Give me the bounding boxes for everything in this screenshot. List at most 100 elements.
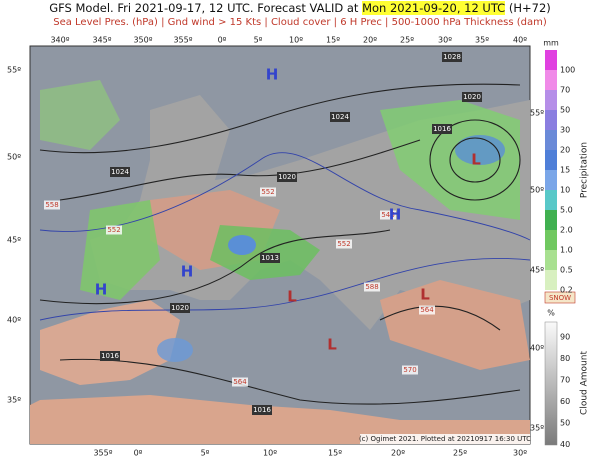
cloud-legend-label: 60 (560, 397, 570, 406)
latitude-label: 55º (7, 66, 21, 75)
heavy-precip (157, 338, 193, 362)
precip-legend-label: 2.0 (560, 226, 573, 235)
precip-color (545, 190, 557, 210)
longitude-label: 30º (438, 36, 452, 45)
longitude-label: 25º (400, 36, 414, 45)
thickness-lines (39, 152, 531, 321)
thickness-label-bg (380, 210, 396, 220)
thickness-label: 588 (365, 283, 378, 291)
longitude-label: 345º (92, 36, 111, 45)
isobar-label: 1024 (111, 168, 129, 176)
land-africa (30, 395, 530, 444)
title: GFS Model. Fri 2021-09-17, 12 UTC. Forec… (0, 0, 600, 16)
isobar-label: 1020 (463, 93, 481, 101)
land-anatolia (380, 280, 530, 370)
isobar-label: 1016 (433, 125, 451, 133)
precip-legend-label: 0.5 (560, 266, 573, 275)
isobar-label-bg (170, 303, 190, 313)
latitude-label: 40º (530, 344, 544, 353)
thickness-label-bg (419, 305, 435, 315)
longitude-label: 350º (133, 36, 152, 45)
precip-legend-label: 20 (560, 146, 570, 155)
longitude-label: 0º (134, 449, 143, 458)
isobar-label-bg (442, 52, 462, 62)
precip-legend-label: 100 (560, 66, 575, 75)
cloud-legend-label: 80 (560, 354, 570, 363)
thickness-label-bg (364, 282, 380, 292)
precip-legend-label: 70 (560, 86, 570, 95)
thickness-label: 552 (261, 188, 274, 196)
credit: (c) Ogimet 2021. Plotted at 20210917 16:… (359, 435, 531, 443)
cloud-legend-label: 50 (560, 419, 570, 428)
longitude-label: 40º (513, 36, 527, 45)
thickness-label-bg (232, 377, 248, 387)
latitude-label: 35º (7, 396, 21, 405)
precip-legend-label: 15 (560, 166, 570, 175)
thickness-label: 564 (420, 306, 434, 314)
longitude-label: 20º (363, 36, 377, 45)
precip-color (545, 110, 557, 130)
thickness-label: 558 (45, 201, 58, 209)
isobar-label-bg (462, 92, 482, 102)
precip-unit: mm (543, 39, 559, 48)
precip-legend-label: 1.0 (560, 246, 573, 255)
isobar-label-bg (432, 124, 452, 134)
latitude-label: 50º (530, 186, 544, 195)
longitude-label: 355º (173, 36, 192, 45)
isobar-label: 1024 (331, 113, 349, 121)
pressure-center: H (389, 206, 402, 224)
longitude-label: 15º (328, 449, 342, 458)
precip-legend-label: 5.0 (560, 206, 573, 215)
precip-color (545, 90, 557, 110)
thickness-label-bg (402, 365, 418, 375)
latitude-label: 50º (7, 153, 21, 162)
isobar-label: 1016 (101, 352, 119, 360)
thickness-label-bg (336, 239, 352, 249)
longitude-label: 5º (201, 449, 210, 458)
isobar-label: 1013 (261, 254, 279, 262)
precip-color (545, 50, 557, 70)
latitude-label: 45º (7, 236, 21, 245)
cloud-legend-label: 40 (560, 440, 570, 449)
precip-color (545, 270, 557, 290)
precip-legend-label: 50 (560, 106, 570, 115)
latitude-label: 40º (7, 316, 21, 325)
isobar-label: 1016 (253, 406, 271, 414)
isobar-label-bg (100, 351, 120, 361)
snow-box (544, 291, 576, 304)
thickness-label: 552 (337, 240, 350, 248)
precip-color (545, 230, 557, 250)
isobar-label-bg (110, 167, 130, 177)
credit-bg (360, 434, 530, 444)
precip-color (545, 70, 557, 90)
isobar-label-bg (330, 112, 350, 122)
precip-legend-label: 10 (560, 186, 570, 195)
isobar-label: 1020 (278, 173, 296, 181)
cloud-colorbar (544, 321, 558, 446)
longitude-label: 35º (475, 36, 489, 45)
thickness-label-bg (260, 187, 276, 197)
pressure-center: H (181, 263, 194, 281)
thickness-label: 552 (107, 226, 120, 234)
longitude-label: 340º (50, 36, 69, 45)
precip-color (545, 130, 557, 150)
map-area (29, 45, 531, 445)
thickness-label-bg (106, 225, 122, 235)
pressure-center: L (471, 151, 481, 169)
longitude-label: 10º (289, 36, 303, 45)
title-start: GFS Model. Fri 2021-09-17, 12 UTC. Forec… (49, 1, 363, 15)
precip-color (545, 250, 557, 270)
isobar-label-bg (252, 405, 272, 415)
pressure-center: L (287, 288, 297, 306)
subtitle: Sea Level Pres. (hPa) | Gnd wind > 15 Kt… (53, 17, 547, 28)
precip-area (40, 80, 120, 150)
latitude-label: 55º (530, 109, 544, 118)
cloud-title: Cloud Amount (580, 351, 590, 415)
header: GFS Model. Fri 2021-09-17, 12 UTC. Forec… (0, 0, 600, 29)
precip-title: Precipitation (580, 142, 590, 198)
precip-color (545, 150, 557, 170)
latitude-label: 45º (530, 266, 544, 275)
thickness-label: 570 (403, 366, 416, 374)
pressure-center: H (95, 281, 108, 299)
longitude-label: 10º (263, 449, 277, 458)
